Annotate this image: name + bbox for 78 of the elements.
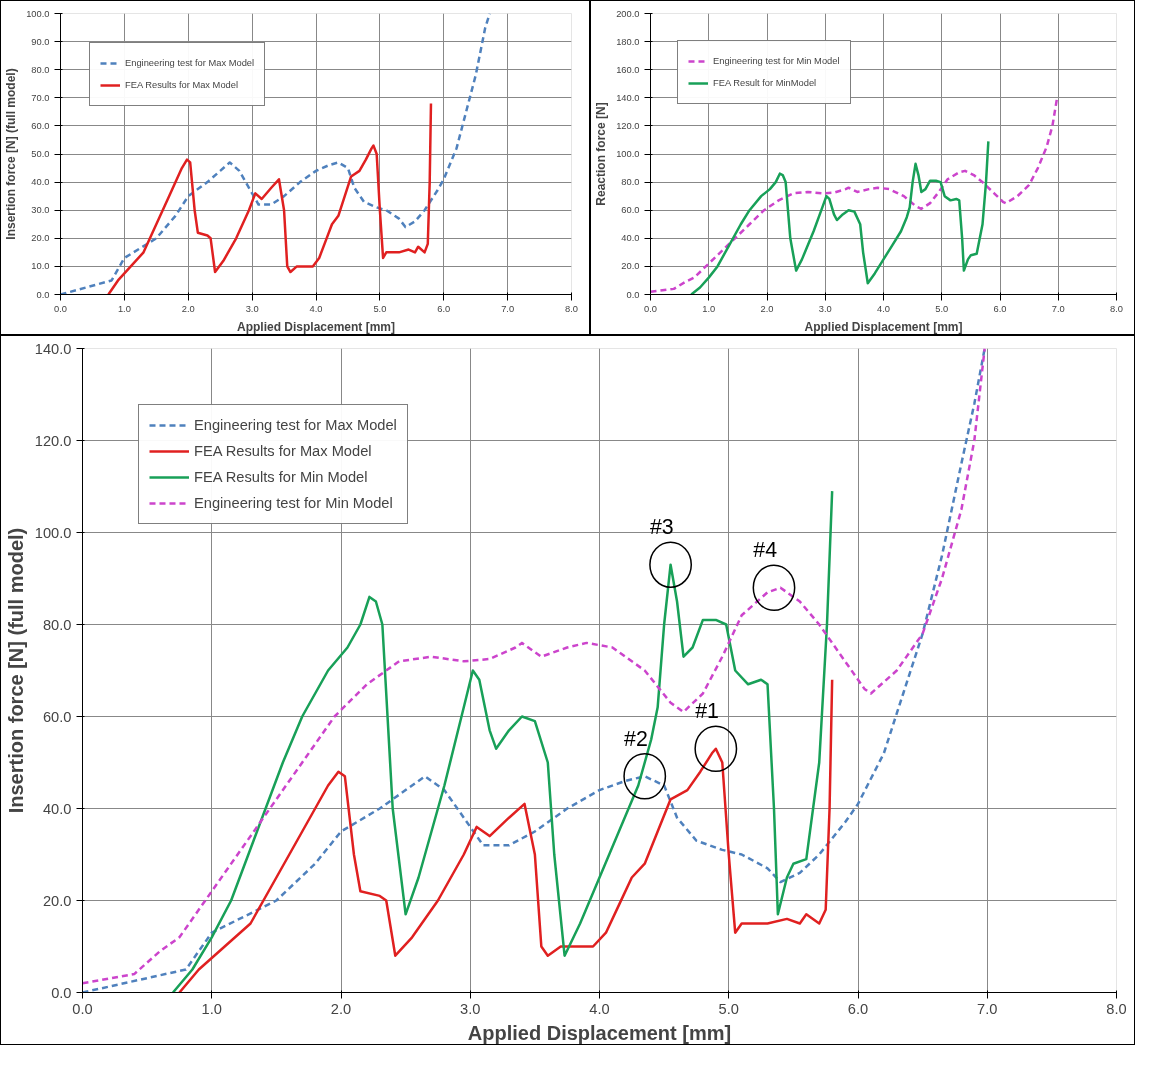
x-tick-label: 0.0 xyxy=(72,1000,93,1017)
y-tick-label: 160.0 xyxy=(616,64,640,75)
x-tick-label: 4.0 xyxy=(589,1000,610,1017)
x-tick-label: 7.0 xyxy=(1051,303,1065,314)
y-axis-title: Reaction force [N] xyxy=(594,102,609,206)
y-tick-label: 20.0 xyxy=(621,261,640,272)
y-axis-title: Insertion force [N] (full model) xyxy=(4,68,19,240)
y-tick-label: 0.0 xyxy=(626,289,640,300)
x-tick-label: 4.0 xyxy=(877,303,890,314)
line-series xyxy=(178,678,834,993)
annotation: #2 xyxy=(624,726,648,751)
y-tick-label: 140.0 xyxy=(616,92,640,103)
x-tick-label: 8.0 xyxy=(1110,303,1123,314)
x-axis-title: Applied Displacement [mm] xyxy=(804,319,963,334)
annotation: #3 xyxy=(649,514,674,539)
line-series xyxy=(171,489,834,993)
x-tick-label: 8.0 xyxy=(565,303,578,314)
x-tick-label: 7.0 xyxy=(977,1000,998,1017)
y-tick-label: 100.0 xyxy=(34,524,72,541)
x-tick-label: 5.0 xyxy=(718,1000,739,1017)
y-tick-label: 120.0 xyxy=(616,120,640,131)
y-tick-label: 200.0 xyxy=(616,8,640,19)
y-tick-label: 50.0 xyxy=(31,149,50,159)
y-tick-label: 140.0 xyxy=(34,340,72,357)
x-tick-label: 1.0 xyxy=(117,303,131,314)
y-tick-label: 90.0 xyxy=(31,36,50,47)
x-tick-label: 3.0 xyxy=(818,303,832,314)
y-tick-label: 40.0 xyxy=(31,177,50,188)
y-tick-label: 100.0 xyxy=(616,149,640,159)
y-tick-label: 180.0 xyxy=(616,36,640,47)
y-tick-label: 60.0 xyxy=(31,120,50,131)
y-tick-label: 40.0 xyxy=(621,233,640,244)
y-tick-label: 120.0 xyxy=(34,432,72,449)
y-tick-label: 0.0 xyxy=(36,289,50,300)
line-series xyxy=(107,102,433,295)
line-series xyxy=(690,140,990,295)
x-tick-label: 3.0 xyxy=(245,303,259,314)
y-tick-label: 20.0 xyxy=(42,892,72,909)
legend-label: Engineering test for Min Model xyxy=(194,495,393,511)
legend-label: FEA Results for Max Model xyxy=(125,80,239,90)
x-tick-label: 8.0 xyxy=(1106,1000,1127,1017)
y-tick-label: 80.0 xyxy=(31,64,50,75)
y-tick-label: 60.0 xyxy=(42,708,72,725)
y-tick-label: 70.0 xyxy=(31,92,50,103)
y-tick-label: 80.0 xyxy=(621,177,640,188)
y-tick-label: 60.0 xyxy=(621,205,640,216)
legend-label: FEA Result for MinModel xyxy=(713,78,817,88)
annotation: #4 xyxy=(753,537,778,562)
x-tick-label: 6.0 xyxy=(993,303,1007,314)
y-tick-label: 100.0 xyxy=(26,8,50,19)
x-axis-title: Applied Displacement [mm] xyxy=(236,319,396,334)
annotation: #1 xyxy=(695,698,719,723)
y-tick-label: 0.0 xyxy=(51,984,72,1001)
legend-label: Engineering test for Max Model xyxy=(194,417,397,433)
x-tick-label: 2.0 xyxy=(760,303,774,314)
x-axis-title: Applied Displacement [mm] xyxy=(467,1021,732,1044)
x-tick-label: 3.0 xyxy=(460,1000,481,1017)
x-tick-label: 6.0 xyxy=(847,1000,869,1017)
x-tick-label: 1.0 xyxy=(201,1000,222,1017)
y-tick-label: 30.0 xyxy=(31,205,50,216)
legend-label: FEA Results for Max Model xyxy=(194,443,372,459)
legend-label: Engineering test for Min Model xyxy=(713,56,840,66)
y-tick-label: 10.0 xyxy=(31,261,50,272)
y-tick-label: 40.0 xyxy=(42,800,72,817)
y-tick-label: 20.0 xyxy=(31,233,50,244)
x-tick-label: 5.0 xyxy=(373,303,387,314)
x-tick-label: 2.0 xyxy=(181,303,195,314)
legend-label: Engineering test for Max Model xyxy=(125,58,255,68)
y-tick-label: 80.0 xyxy=(42,616,72,633)
x-tick-label: 4.0 xyxy=(309,303,323,314)
x-tick-label: 1.0 xyxy=(702,303,716,314)
x-tick-label: 0.0 xyxy=(644,303,657,314)
legend-label: FEA Results for Min Model xyxy=(194,469,368,485)
x-tick-label: 6.0 xyxy=(437,303,451,314)
x-tick-label: 7.0 xyxy=(501,303,515,314)
x-tick-label: 5.0 xyxy=(935,303,949,314)
y-axis-title: Insertion force [N] (full model) xyxy=(4,527,27,814)
x-tick-label: 2.0 xyxy=(330,1000,352,1017)
